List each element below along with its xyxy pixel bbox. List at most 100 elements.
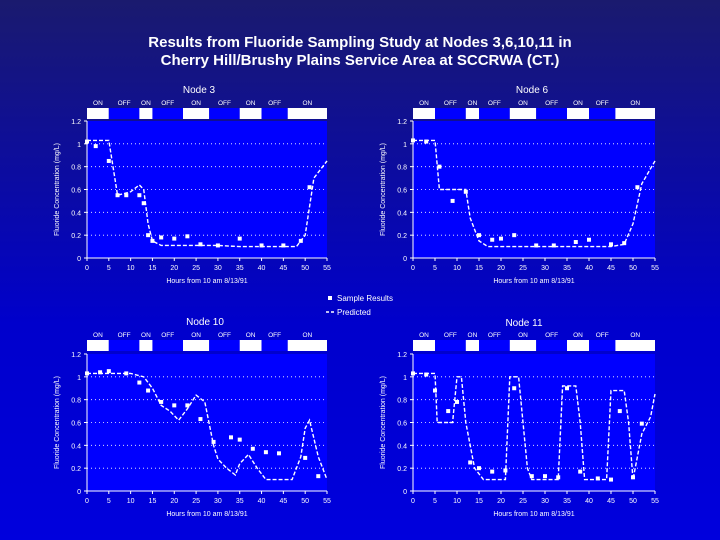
onoff-segment	[589, 340, 616, 351]
y-tick-label: 1.2	[71, 119, 81, 126]
sample-point	[617, 409, 622, 414]
onoff-label: OFF	[488, 100, 501, 107]
chart-panel-2: ON OFF ON OFF ON OFF ON OFF ON 0 0.2 0.4 0.6 0.8 1 1.2 0…	[380, 85, 659, 285]
onoff-label: OFF	[545, 100, 558, 107]
sample-point	[172, 403, 177, 408]
onoff-segment	[479, 108, 510, 119]
x-axis-label: Hours from 10 am 8/13/91	[493, 278, 574, 285]
onoff-segment	[183, 108, 210, 119]
onoff-label: ON	[468, 332, 478, 339]
panel-title: Node 10	[186, 317, 224, 328]
x-tick-label: 10	[127, 265, 135, 272]
x-tick-label: 25	[519, 498, 527, 505]
y-tick-label: 0.6	[71, 188, 81, 195]
y-axis-label: Fluoride Concentration (mg/L)	[380, 143, 387, 236]
y-tick-label: 0	[77, 256, 81, 263]
x-tick-label: 55	[651, 498, 659, 505]
predicted-line	[87, 372, 328, 481]
chart-panel-1: ON OFF ON OFF ON OFF ON OFF ON 0 0.2 0.4 0.6 0.8 1 1.2 0…	[54, 85, 331, 285]
onoff-segment	[536, 108, 567, 119]
onoff-segment	[209, 108, 240, 119]
title-line-2: Cherry Hill/Brushy Plains Service Area a…	[160, 52, 560, 69]
y-tick-label: 1	[403, 142, 407, 149]
panel-title: Node 6	[516, 85, 549, 96]
onoff-segment	[152, 108, 183, 119]
sample-point	[609, 242, 613, 247]
sample-point	[411, 371, 415, 376]
onoff-label: ON	[141, 332, 151, 339]
sample-point	[277, 451, 281, 456]
onoff-label: ON	[468, 100, 478, 107]
sample-point	[573, 240, 578, 245]
x-tick-label: 55	[323, 498, 331, 505]
onoff-label: ON	[302, 100, 312, 107]
x-tick-label: 50	[301, 265, 309, 272]
onoff-label: OFF	[444, 332, 457, 339]
y-tick-label: 0.4	[397, 443, 407, 450]
onoff-label: ON	[573, 332, 583, 339]
onoff-segment	[239, 108, 262, 119]
x-tick-label: 10	[453, 498, 461, 505]
onoff-label: OFF	[545, 332, 558, 339]
sample-point	[85, 139, 89, 144]
onoff-segment	[139, 108, 153, 119]
sample-point	[298, 238, 303, 243]
sample-point	[263, 450, 268, 455]
sample-point	[237, 437, 242, 442]
x-axis-label: Hours from 10 am 8/13/91	[166, 278, 247, 285]
onoff-label: ON	[518, 100, 528, 107]
onoff-label: OFF	[118, 332, 131, 339]
sample-point	[490, 469, 495, 474]
onoff-segment	[261, 108, 288, 119]
y-axis-label: Fluoride Concentration (mg/L)	[54, 376, 61, 469]
x-tick-label: 0	[411, 265, 415, 272]
sample-point	[229, 435, 233, 440]
sample-point	[631, 475, 635, 480]
title-line-1: Results from Fluoride Sampling Study at …	[148, 34, 572, 51]
sample-point	[172, 236, 177, 241]
onoff-segment	[589, 108, 616, 119]
onoff-segment	[152, 340, 183, 351]
sample-point	[85, 371, 89, 376]
predicted-line	[87, 139, 328, 248]
sample-point	[512, 386, 517, 391]
x-tick-label: 10	[127, 498, 135, 505]
y-tick-label: 0.2	[397, 233, 407, 240]
x-tick-label: 5	[107, 265, 111, 272]
onoff-segment	[108, 108, 140, 119]
onoff-segment	[479, 340, 510, 351]
sample-point	[159, 235, 164, 240]
sample-point	[512, 233, 517, 238]
sample-point	[437, 164, 442, 169]
onoff-label: OFF	[118, 100, 131, 107]
x-tick-label: 0	[85, 265, 89, 272]
sample-point	[115, 193, 120, 198]
x-tick-label: 40	[585, 265, 593, 272]
y-tick-label: 0.8	[397, 165, 407, 172]
sample-point	[499, 236, 503, 241]
onoff-segment	[615, 340, 655, 351]
sample-point	[639, 421, 644, 426]
onoff-segment	[87, 340, 109, 351]
x-tick-label: 5	[433, 265, 437, 272]
onoff-label: OFF	[488, 332, 501, 339]
x-tick-label: 0	[411, 498, 415, 505]
x-tick-label: 45	[607, 265, 615, 272]
y-tick-label: 0	[403, 256, 407, 263]
sample-point	[424, 139, 429, 144]
sample-point	[137, 380, 142, 385]
sample-point	[98, 370, 103, 375]
predicted-line	[413, 139, 656, 248]
x-tick-label: 40	[585, 498, 593, 505]
onoff-label: ON	[630, 100, 640, 107]
x-tick-label: 55	[651, 265, 659, 272]
chart-panel-4: ON OFF ON OFF ON OFF ON OFF ON 0 0.2 0.4 0.6 0.8 1 1.2 0…	[380, 318, 659, 518]
x-tick-label: 30	[214, 265, 222, 272]
x-tick-label: 50	[629, 265, 637, 272]
sample-point	[141, 201, 146, 206]
y-tick-label: 0.8	[71, 165, 81, 172]
onoff-segment	[209, 340, 240, 351]
onoff-label: ON	[246, 332, 256, 339]
